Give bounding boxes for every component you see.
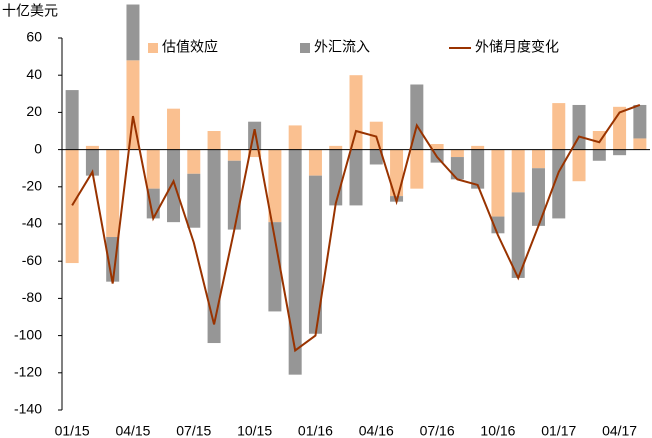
- y-tick-label: -80: [22, 289, 42, 305]
- bar: [633, 138, 647, 150]
- y-tick-label: -100: [14, 326, 42, 342]
- bar: [410, 84, 424, 150]
- bar: [349, 75, 363, 150]
- bar: [329, 149, 343, 206]
- x-tick-label: 10/15: [237, 423, 272, 438]
- bar: [511, 192, 525, 278]
- x-tick-label: 01/15: [55, 423, 90, 438]
- bar: [308, 149, 322, 176]
- y-tick-label: -120: [14, 364, 42, 380]
- bar: [410, 149, 424, 189]
- line: [71, 104, 641, 353]
- bar: [268, 149, 282, 223]
- bar: [633, 104, 647, 139]
- x-tick-label: 04/16: [359, 423, 394, 438]
- x-tick-label: 04/17: [602, 423, 637, 438]
- legend-swatch: [148, 43, 158, 53]
- y-tick-label: -60: [22, 252, 42, 268]
- legend-label: 估值效应: [162, 39, 218, 55]
- bar: [531, 168, 545, 226]
- bar: [126, 4, 140, 61]
- bar: [227, 160, 241, 230]
- y-tick-label: -20: [22, 178, 42, 194]
- bar: [268, 222, 282, 312]
- y-tick-label: 20: [26, 103, 42, 119]
- x-tick-label: 04/15: [115, 423, 150, 438]
- bar: [288, 125, 302, 150]
- bar: [450, 149, 464, 158]
- bar: [511, 149, 525, 193]
- bar: [65, 90, 79, 150]
- x-tick-label: 10/16: [480, 423, 515, 438]
- legend-label: 外储月度变化: [475, 39, 559, 55]
- bar: [390, 149, 404, 197]
- bar: [288, 149, 302, 375]
- x-tick-label: 07/16: [420, 423, 455, 438]
- y-tick-label: -40: [22, 215, 42, 231]
- bar: [207, 131, 221, 150]
- y-tick-label: 60: [26, 29, 42, 45]
- legend-swatch: [300, 43, 310, 53]
- x-tick-label: 01/17: [541, 423, 576, 438]
- bar: [450, 157, 464, 180]
- y-tick-label: 0: [34, 140, 42, 156]
- bar: [430, 144, 444, 150]
- bar: [491, 149, 505, 217]
- bar: [167, 149, 181, 223]
- bar: [207, 149, 221, 344]
- bar: [572, 149, 586, 182]
- bar: [167, 108, 181, 150]
- bar: [531, 149, 545, 169]
- bar: [187, 173, 201, 228]
- bar: [126, 60, 140, 150]
- bar: [248, 149, 262, 158]
- bar: [552, 103, 566, 150]
- bar: [349, 149, 363, 206]
- bar: [613, 149, 627, 156]
- y-axis-label: 十亿美元: [2, 3, 58, 19]
- bar: [308, 175, 322, 334]
- bar: [248, 121, 262, 150]
- bar: [227, 149, 241, 161]
- bar: [329, 145, 343, 150]
- bar: [85, 149, 99, 176]
- bar: [85, 145, 99, 150]
- y-tick-label: -140: [14, 401, 42, 417]
- bar: [187, 149, 201, 174]
- bar: [369, 149, 383, 165]
- bar: [106, 149, 120, 238]
- legend-label: 外汇流入: [314, 39, 370, 55]
- bar: [65, 149, 79, 264]
- x-tick-label: 07/15: [176, 423, 211, 438]
- bar: [471, 149, 485, 189]
- bar: [146, 149, 160, 189]
- bar: [592, 149, 606, 161]
- bar: [471, 145, 485, 150]
- x-tick-label: 01/16: [298, 423, 333, 438]
- y-tick-label: 40: [26, 66, 42, 82]
